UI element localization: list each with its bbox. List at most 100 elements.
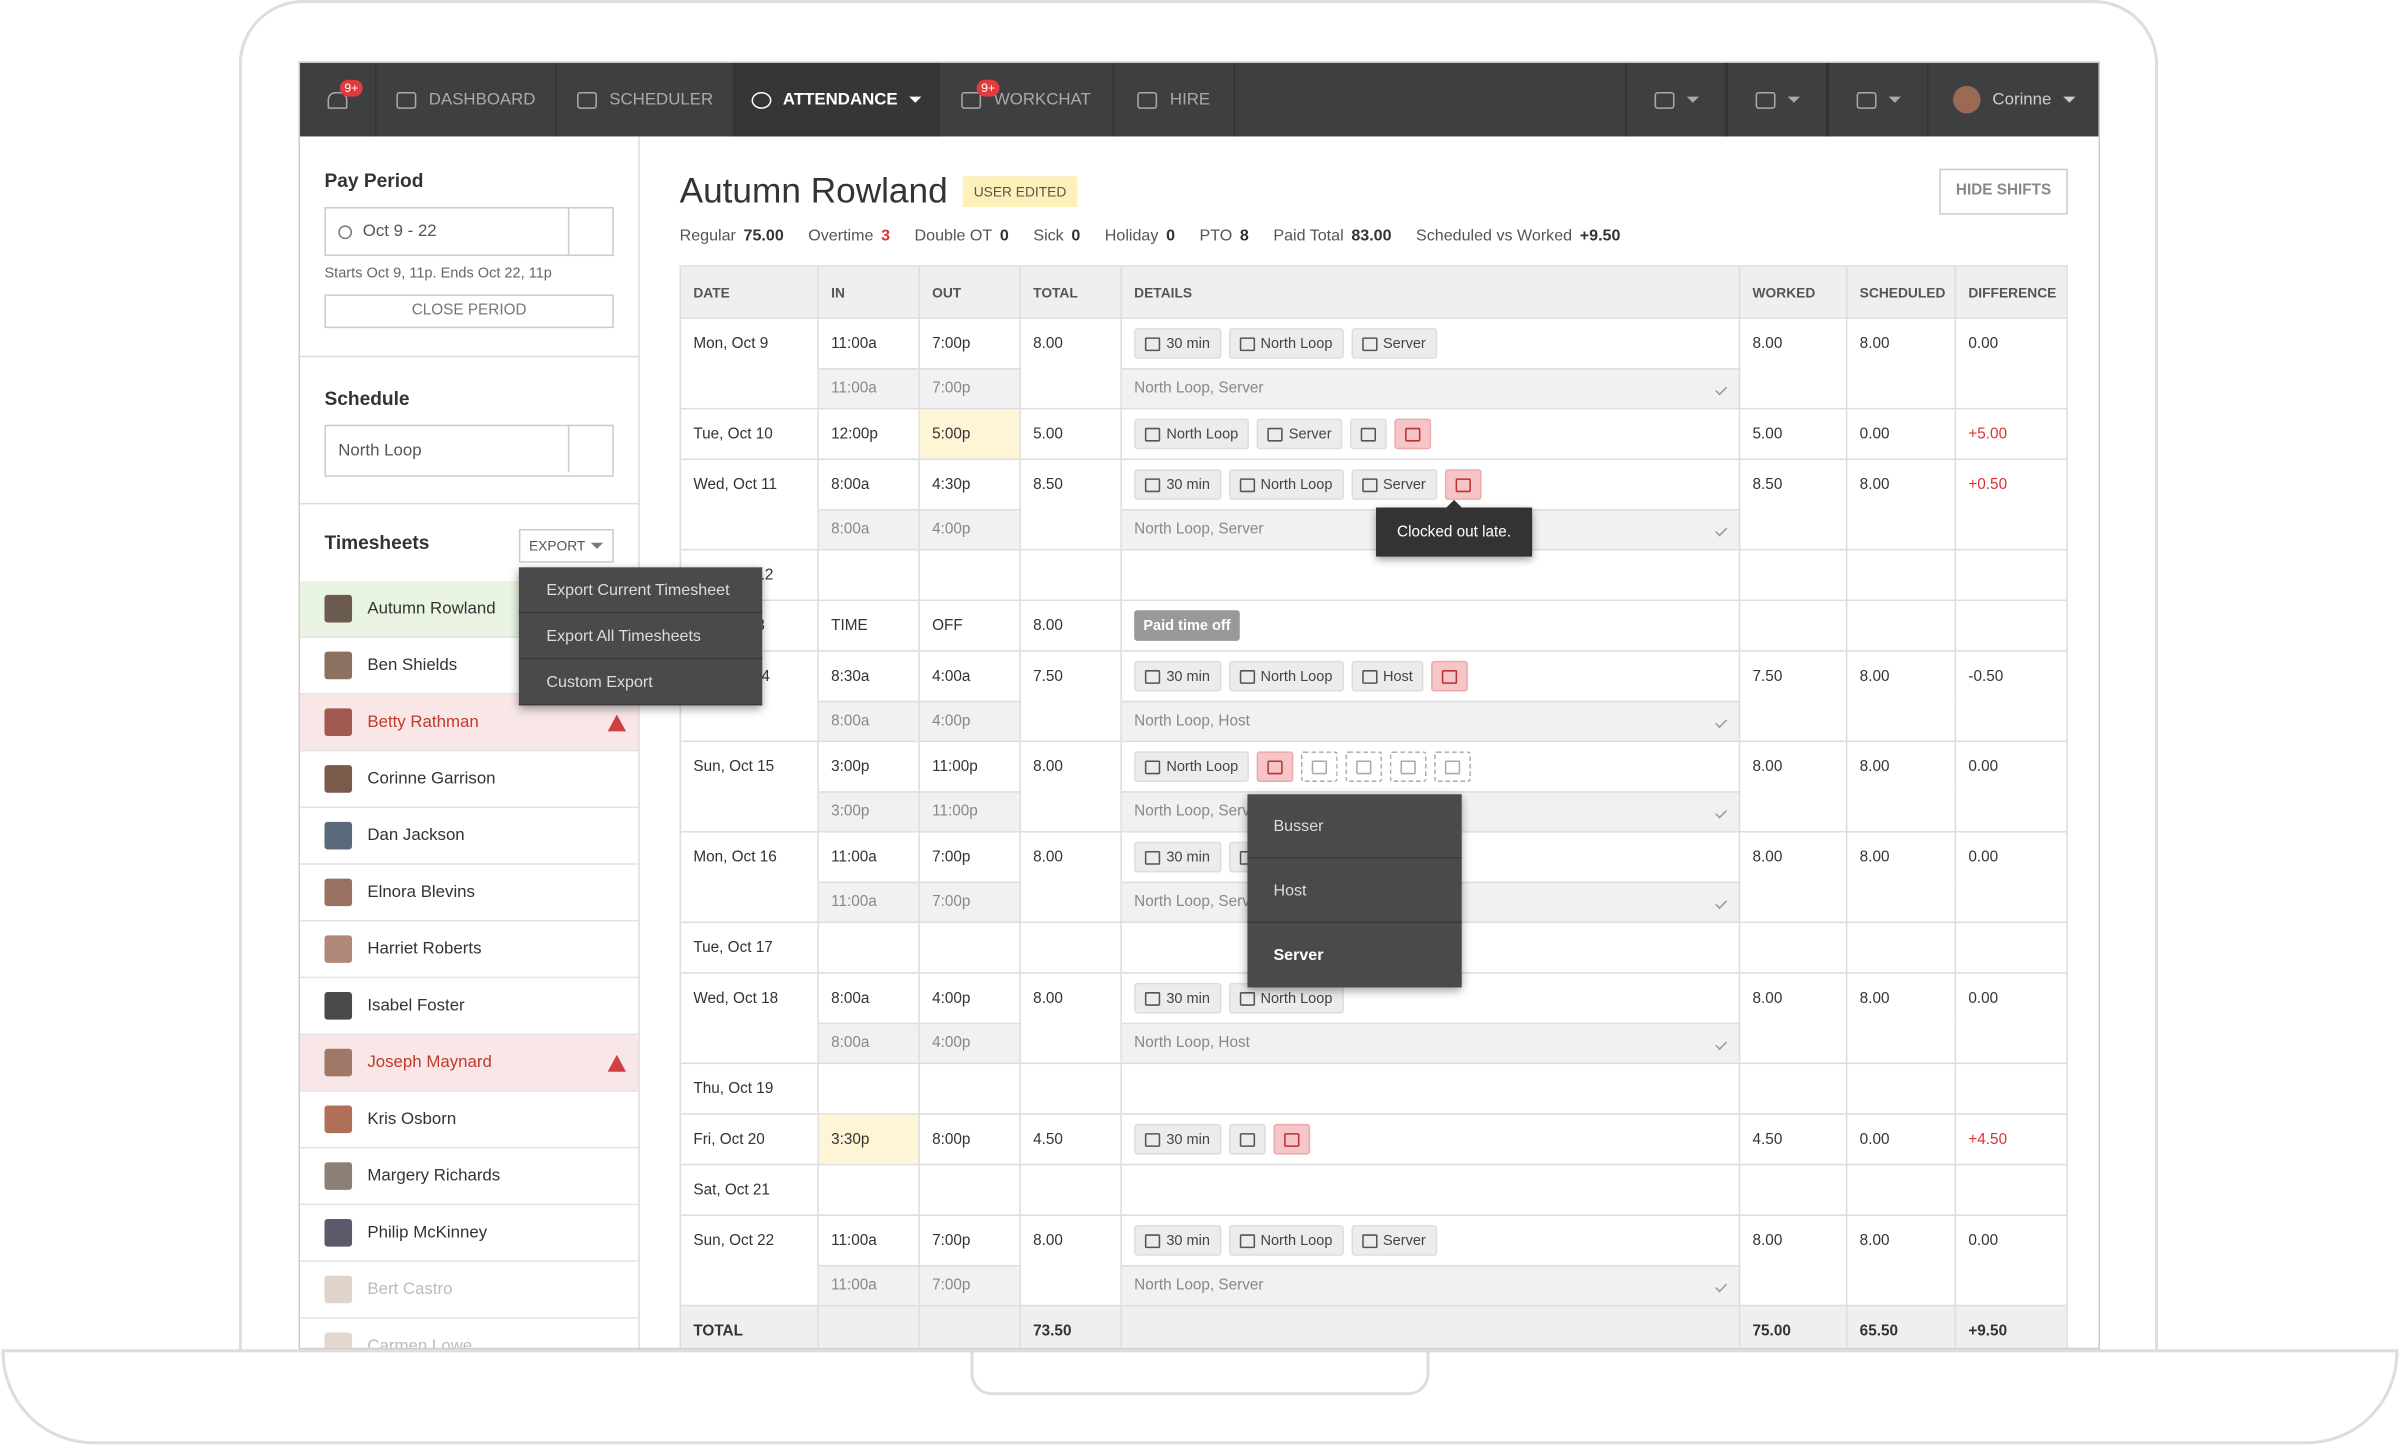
- nav-item[interactable]: WORKCHAT 9+: [940, 62, 1115, 137]
- tag[interactable]: North Loop: [1228, 660, 1344, 692]
- nav-icon: [1855, 91, 1876, 109]
- subcell-in: 8:00a: [818, 1022, 920, 1063]
- nav-menu[interactable]: [1827, 62, 1929, 137]
- icon-chip[interactable]: [1394, 418, 1432, 450]
- table-row: Wed, Oct 11 8:00a 4:30p 8.50 30 min North Loo…: [681, 458, 2067, 510]
- employee-name: Autumn Rowland: [679, 170, 948, 211]
- tag[interactable]: 30 min: [1134, 328, 1221, 359]
- menu-item[interactable]: Export Current Timesheet: [518, 567, 763, 614]
- tag-label: Server: [1288, 425, 1332, 443]
- avatar: [324, 821, 353, 850]
- icon-chip[interactable]: [1228, 1123, 1266, 1155]
- nav-item[interactable]: ATTENDANCE: [734, 62, 940, 137]
- nav-menu[interactable]: [1625, 62, 1727, 137]
- menu-item[interactable]: Custom Export: [518, 659, 763, 706]
- tag[interactable]: North Loop: [1134, 751, 1249, 782]
- cell-out: OFF: [920, 601, 1021, 651]
- tag-icon: [1361, 477, 1377, 492]
- cell-date: Sun, Oct 15: [681, 742, 819, 792]
- total-total: 73.50: [1021, 1306, 1122, 1348]
- employee-row[interactable]: Kris Osborn: [299, 1092, 639, 1149]
- tag-label: 30 min: [1166, 848, 1210, 866]
- dropdown-item[interactable]: Host: [1247, 859, 1462, 924]
- table-subrow: 11:00a 7:00p North Loop, Server: [681, 367, 2066, 408]
- employee-row[interactable]: Ben Shields: [299, 638, 639, 695]
- tag[interactable]: North Loop: [1228, 469, 1344, 500]
- icon-chip[interactable]: [1431, 660, 1468, 692]
- schedule: Schedule North Loop: [299, 357, 639, 505]
- pay-period-select[interactable]: Oct 9 - 22: [324, 206, 614, 257]
- subcell-difference: [1956, 701, 2065, 741]
- employee-row[interactable]: Carmen Lowe: [300, 1319, 638, 1348]
- employee-row[interactable]: Margery Richards: [299, 1148, 639, 1206]
- edited-badge: USER EDITED: [962, 175, 1078, 207]
- cell-total: 5.00: [1021, 409, 1122, 459]
- tag-icon: [1144, 1132, 1161, 1147]
- employee-row[interactable]: Elnora Blevins: [299, 865, 639, 922]
- tag[interactable]: North Loop: [1228, 1225, 1344, 1256]
- cell-difference: [1956, 923, 2065, 972]
- notifications[interactable]: 9+: [300, 62, 377, 137]
- subcell-worked: [1740, 1022, 1848, 1063]
- employee-row[interactable]: Joseph Maynard: [299, 1034, 639, 1092]
- tag[interactable]: Server: [1256, 418, 1343, 450]
- tag-icon: [1239, 669, 1255, 684]
- subcell-total: [1021, 1022, 1122, 1063]
- employee-row[interactable]: Isabel Foster: [299, 978, 639, 1035]
- tag[interactable]: North Loop: [1228, 328, 1344, 359]
- subcell-out: 11:00p: [919, 791, 1021, 832]
- tag[interactable]: North Loop: [1134, 418, 1249, 450]
- tag[interactable]: Server: [1350, 328, 1437, 359]
- icon-chip[interactable]: [1444, 469, 1481, 500]
- subcell-date: [681, 881, 819, 922]
- subcell-date: [681, 509, 819, 549]
- cell-in: 3:30p: [818, 1114, 920, 1164]
- tag[interactable]: 30 min: [1134, 1225, 1221, 1256]
- period-note: Starts Oct 9, 11p. Ends Oct 22, 11p: [324, 265, 552, 283]
- tag[interactable]: 30 min: [1134, 660, 1221, 692]
- icon-chip[interactable]: [1272, 1123, 1310, 1155]
- cell-worked: 8.00: [1740, 742, 1848, 792]
- tag[interactable]: 30 min: [1134, 469, 1221, 500]
- employee-row[interactable]: Harriet Roberts: [299, 922, 639, 979]
- hide-shifts-button[interactable]: HIDE SHIFTS: [1939, 168, 2068, 215]
- close-period-button[interactable]: CLOSE PERIOD: [324, 294, 614, 329]
- dropdown-item[interactable]: Busser: [1247, 794, 1462, 859]
- tag[interactable]: Server: [1350, 1225, 1437, 1256]
- employee-row[interactable]: Dan Jackson: [299, 808, 639, 865]
- cell-details: Paid time off: [1122, 601, 1741, 651]
- employee-row[interactable]: Philip McKinney: [299, 1205, 639, 1262]
- user-menu[interactable]: Corinne: [1929, 63, 2099, 137]
- employee-row[interactable]: Bert Castro: [299, 1262, 639, 1319]
- table-subrow: 8:00a 4:00p North Loop, Server: [681, 509, 2066, 549]
- icon-chip[interactable]: [1256, 751, 1294, 782]
- tag-icon: [1239, 1132, 1255, 1147]
- icon-chip[interactable]: [1301, 751, 1338, 782]
- schedule-select[interactable]: North Loop: [324, 424, 614, 477]
- subcell-worked: [1740, 509, 1848, 549]
- cell-difference: 0.00: [1968, 335, 1999, 352]
- tag[interactable]: Server: [1350, 469, 1437, 500]
- export-button[interactable]: EXPORT: [518, 528, 614, 563]
- nav-item[interactable]: SCHEDULER: [557, 62, 735, 137]
- cell-worked: [1740, 601, 1848, 651]
- icon-chip[interactable]: [1345, 751, 1383, 782]
- menu-item[interactable]: Export All Timesheets: [518, 613, 763, 660]
- tag[interactable]: Host: [1350, 660, 1424, 692]
- tag[interactable]: 30 min: [1134, 982, 1221, 1014]
- table-row: Sun, Oct 22 11:00a 7:00p 8.00 30 min North Lo…: [681, 1214, 2067, 1265]
- employee-row[interactable]: Corinne Garrison: [299, 751, 639, 809]
- icon-chip[interactable]: [1349, 418, 1387, 450]
- dropdown-item[interactable]: Server: [1273, 946, 1324, 965]
- icon-chip[interactable]: [1434, 751, 1471, 782]
- tag[interactable]: 30 min: [1134, 841, 1221, 873]
- cell-out: [920, 550, 1021, 600]
- nav-menu[interactable]: [1726, 62, 1828, 137]
- icon-chip[interactable]: [1389, 751, 1427, 782]
- nav-item[interactable]: DASHBOARD: [377, 62, 558, 137]
- summary-value: 83.00: [1351, 226, 1392, 246]
- warning-icon: [607, 713, 627, 731]
- pay-period: Pay Period Oct 9 - 22 Starts Oct 9, 11p.…: [299, 136, 639, 358]
- nav-item[interactable]: HIRE: [1114, 62, 1236, 137]
- tag[interactable]: 30 min: [1134, 1123, 1221, 1155]
